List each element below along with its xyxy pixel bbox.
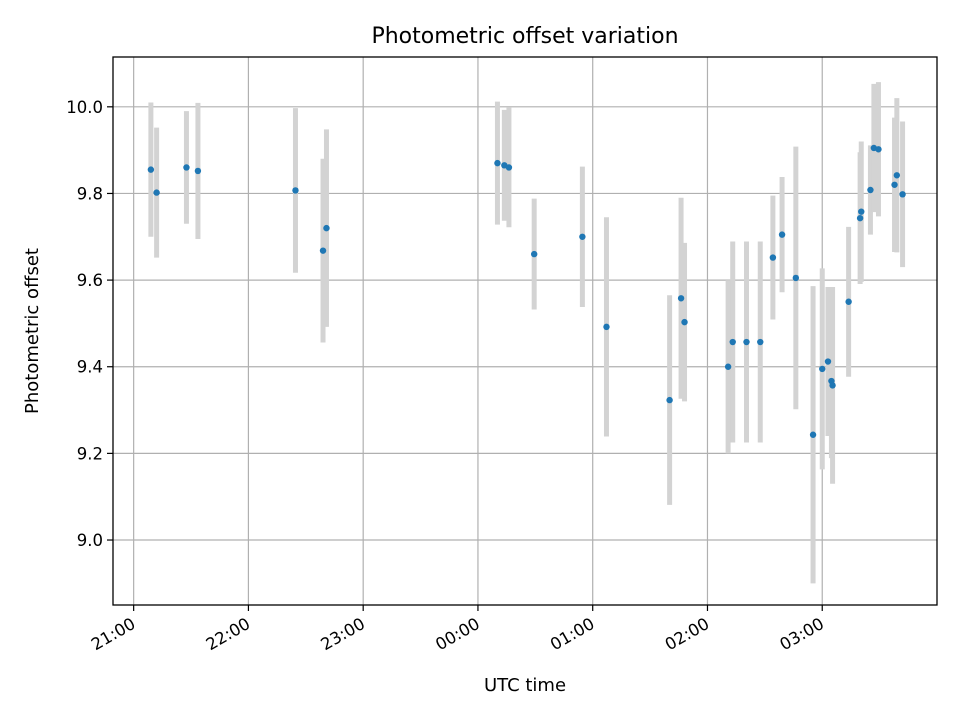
data-point xyxy=(666,396,673,404)
data-point xyxy=(743,338,750,346)
data-point xyxy=(729,338,736,346)
data-point xyxy=(824,358,832,365)
data-point xyxy=(819,365,826,373)
y-tick-label: 9.0 xyxy=(77,531,103,550)
data-point xyxy=(323,224,330,232)
data-point xyxy=(899,191,906,198)
x-axis-label: UTC time xyxy=(484,675,566,696)
data-point xyxy=(893,172,901,179)
data-point xyxy=(494,159,501,167)
y-axis-ticks: 9.0 9.2 9.4 9.6 9.8 10.0 xyxy=(66,98,113,550)
data-point xyxy=(530,250,538,258)
data-point xyxy=(579,233,586,240)
grid-lines xyxy=(113,57,937,605)
data-point xyxy=(147,166,155,173)
data-point xyxy=(681,318,688,326)
data-point xyxy=(867,186,874,194)
data-point xyxy=(292,187,299,194)
data-point xyxy=(194,167,202,175)
y-tick-label: 9.2 xyxy=(77,444,103,463)
data-point xyxy=(778,231,786,238)
data-point xyxy=(845,298,852,305)
y-tick-label: 9.6 xyxy=(77,271,103,290)
plot-frame xyxy=(112,56,938,606)
data-point xyxy=(829,382,836,389)
data-point xyxy=(875,146,882,153)
data-point xyxy=(677,295,685,302)
data-point xyxy=(757,338,764,346)
chart-title: Photometric offset variation xyxy=(371,24,678,49)
data-point xyxy=(603,323,610,331)
data-point xyxy=(769,254,777,261)
y-tick-label: 9.4 xyxy=(77,358,103,377)
y-tick-label: 10.0 xyxy=(66,98,103,117)
data-point xyxy=(856,214,864,222)
data-point xyxy=(792,274,800,282)
data-point xyxy=(153,189,160,196)
data-point xyxy=(319,247,327,254)
data-point xyxy=(183,164,190,171)
data-points xyxy=(147,144,906,438)
data-point xyxy=(858,208,865,215)
data-point xyxy=(505,164,513,171)
y-axis-label: Photometric offset xyxy=(22,248,43,414)
data-point xyxy=(809,431,817,438)
y-tick-label: 9.8 xyxy=(77,184,103,203)
data-point xyxy=(891,181,898,188)
data-point xyxy=(724,363,732,370)
